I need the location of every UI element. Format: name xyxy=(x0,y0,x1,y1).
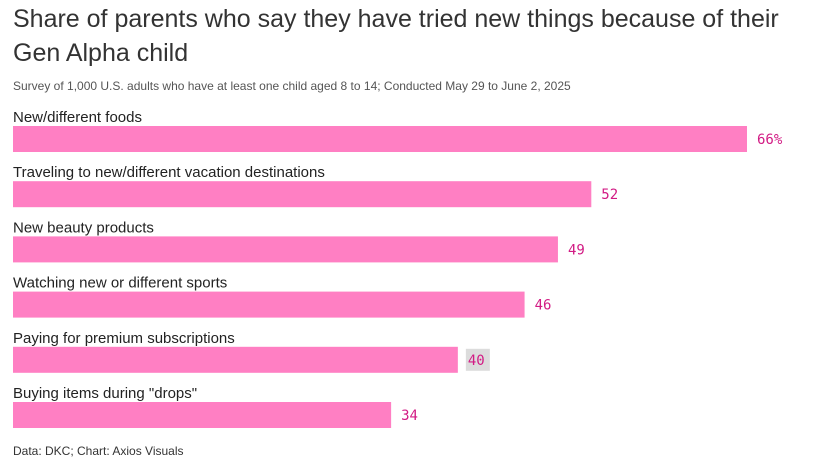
category-label: Watching new or different sports xyxy=(13,275,227,292)
source-note: Data: DKC; Chart: Axios Visuals xyxy=(13,444,184,458)
bar xyxy=(13,236,558,263)
category-label: New/different foods xyxy=(13,109,142,126)
bar-chart: New/different foods 66% Traveling to new/d… xyxy=(13,109,783,428)
value-label: 34 xyxy=(401,408,418,424)
value-label: 52 xyxy=(601,187,618,203)
bar xyxy=(13,126,747,152)
category-label: New beauty products xyxy=(13,219,154,236)
value-label: 40 xyxy=(468,353,485,369)
chart-subtitle: Survey of 1,000 U.S. adults who have at … xyxy=(13,79,571,93)
bar xyxy=(13,181,592,208)
value-label: 66% xyxy=(757,132,783,148)
value-highlight xyxy=(465,348,490,371)
chart-title: Share of parents who say they have tried… xyxy=(13,5,779,67)
value-label: 46 xyxy=(535,298,552,314)
bar xyxy=(13,291,525,318)
bar xyxy=(13,346,458,373)
category-label: Buying items during "drops" xyxy=(13,385,197,402)
value-label: 49 xyxy=(568,242,585,258)
category-label: Paying for premium subscriptions xyxy=(13,330,235,347)
category-label: Traveling to new/different vacation dest… xyxy=(13,164,325,181)
bar xyxy=(13,402,392,428)
